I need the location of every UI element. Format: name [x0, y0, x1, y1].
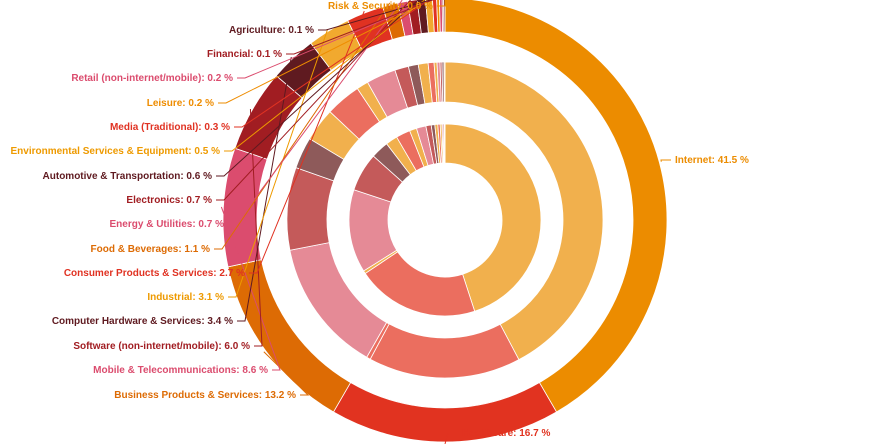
- leader-line: [660, 159, 671, 162]
- data-label: Retail (non-internet/mobile): 0.2 %: [71, 73, 233, 84]
- data-labels: Internet: 41.5 % Healthcare: 16.7 % Busine…: [10, 1, 749, 439]
- leader-line: [224, 0, 426, 152]
- data-label: Leisure: 0.2 %: [147, 98, 214, 109]
- leader-line: [249, 108, 263, 347]
- middle-ring: [286, 61, 604, 379]
- leader-line: [437, 0, 446, 7]
- data-label: Healthcare: 16.7 %: [462, 428, 550, 439]
- leader-line: [249, 10, 365, 274]
- data-label: Software (non-internet/mobile): 6.0 %: [73, 341, 250, 352]
- data-label: Agriculture: 0.1 %: [229, 25, 314, 36]
- middle-slice-4[interactable]: [286, 167, 335, 251]
- data-label: Mobile & Telecommunications: 8.6 %: [93, 365, 268, 376]
- middle-slice-18[interactable]: [443, 61, 446, 103]
- leader-line: [234, 0, 430, 128]
- data-label: Risk & Security: 0.0 %: [328, 1, 433, 12]
- data-label: Industrial: 3.1 %: [147, 292, 224, 303]
- data-label: Energy & Utilities: 0.7 %: [110, 219, 225, 230]
- leader-line: [286, 0, 435, 55]
- outer-ring: [222, 0, 668, 443]
- data-label: Internet: 41.5 %: [675, 155, 749, 166]
- leader-line: [228, 29, 329, 298]
- data-label: Computer Hardware & Services: 3.4 %: [52, 316, 233, 327]
- middle-slice-0[interactable]: [444, 61, 604, 361]
- data-label: Automotive & Transportation: 0.6 %: [43, 171, 213, 182]
- leader-line: [218, 0, 432, 104]
- leader-line: [216, 0, 412, 201]
- data-label: Business Products & Services: 13.2 %: [114, 390, 296, 401]
- leader-line: [318, 0, 433, 31]
- leader-lines: [214, 0, 671, 444]
- inner-ring: [348, 123, 542, 317]
- data-label: Consumer Products & Services: 2.7 %: [64, 268, 245, 279]
- leader-line: [237, 0, 433, 79]
- data-label: Electronics: 0.7 %: [126, 195, 212, 206]
- data-label: Financial: 0.1 %: [207, 49, 282, 60]
- data-label: Media (Traditional): 0.3 %: [110, 122, 230, 133]
- middle-slice-1[interactable]: [369, 323, 520, 379]
- leader-line: [216, 0, 419, 177]
- leader-line: [444, 432, 458, 444]
- leader-line: [220, 206, 281, 371]
- inner-slice-0[interactable]: [444, 123, 542, 312]
- outer-slice-mobile-telecommunications[interactable]: [222, 147, 268, 268]
- data-label: Food & Beverages: 1.1 %: [91, 244, 211, 255]
- leader-line: [228, 0, 403, 225]
- leader-line: [214, 2, 391, 250]
- data-label: Environmental Services & Equipment: 0.5 …: [10, 146, 220, 157]
